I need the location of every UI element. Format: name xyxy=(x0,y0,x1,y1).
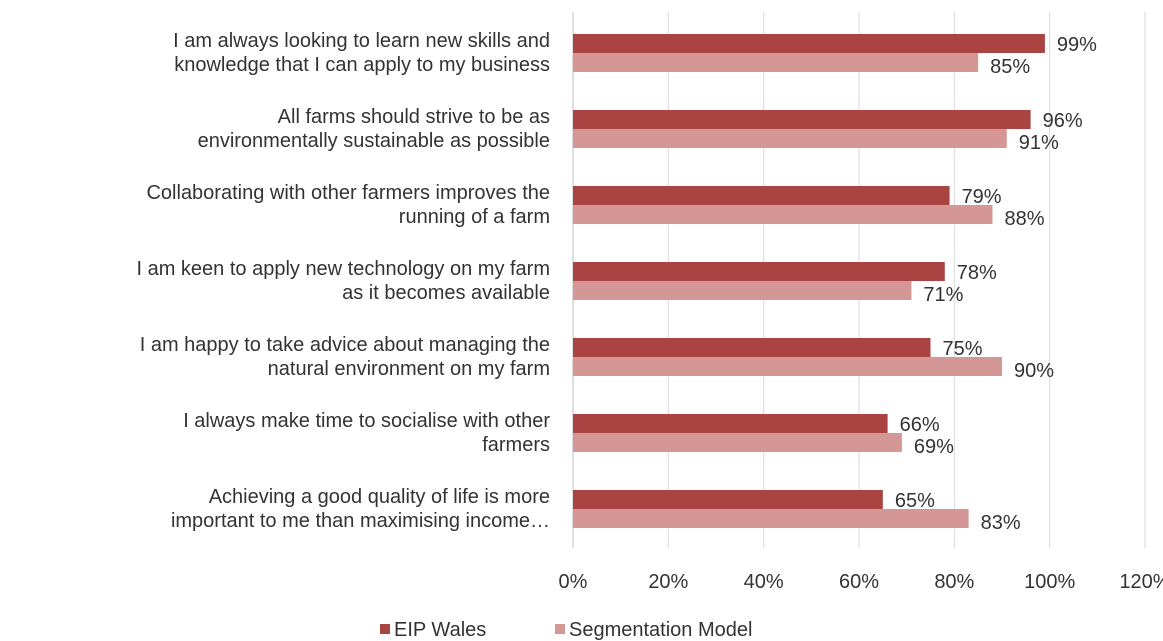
bar-eip-wales xyxy=(573,186,950,205)
bar-eip-wales xyxy=(573,262,945,281)
tick-label: 60% xyxy=(839,571,879,593)
bar-segmentation-model xyxy=(573,357,1002,376)
bar-eip-wales xyxy=(573,414,888,433)
bar-segmentation-model xyxy=(573,129,1007,148)
tick-label: 100% xyxy=(1024,571,1075,593)
bar-eip-wales xyxy=(573,490,883,509)
data-label: 69% xyxy=(914,436,954,458)
bar-segmentation-model xyxy=(573,53,979,72)
data-label: 99% xyxy=(1057,34,1097,56)
tick-label: 40% xyxy=(744,571,784,593)
data-label: 79% xyxy=(962,186,1002,208)
legend: EIP Wales Segmentation Model xyxy=(380,619,752,641)
legend-label-segmentation-model: Segmentation Model xyxy=(569,619,752,641)
category-label: I always make time to socialise with oth… xyxy=(183,410,550,456)
legend-swatch-eip-wales xyxy=(380,624,390,634)
bar-segmentation-model xyxy=(573,433,902,452)
data-label: 75% xyxy=(943,338,983,360)
tick-label: 120% xyxy=(1119,571,1163,593)
category-label: I am happy to take advice about managing… xyxy=(140,334,550,380)
data-label: 96% xyxy=(1043,110,1083,132)
bar-eip-wales xyxy=(573,34,1045,53)
bar-segmentation-model xyxy=(573,281,912,300)
value-labels: 99% 85% 96%91% 79%88% 78%71% 75% 90% 66%69% 65% 8… xyxy=(895,34,1097,534)
data-label: 85% xyxy=(990,56,1030,78)
category-label: Collaborating with other farmers improve… xyxy=(146,182,550,228)
bar-eip-wales xyxy=(573,338,931,357)
legend-label-eip-wales: EIP Wales xyxy=(394,619,486,641)
bar-eip-wales xyxy=(573,110,1031,129)
tick-label: 20% xyxy=(648,571,688,593)
data-label: 83% xyxy=(981,512,1021,534)
category-label: I am keen to apply new technology on my … xyxy=(136,258,550,304)
data-label: 88% xyxy=(1004,208,1044,230)
bar-segmentation-model xyxy=(573,205,993,224)
data-label: 90% xyxy=(1014,360,1054,382)
tick-label: 0% xyxy=(559,571,588,593)
bar-segmentation-model xyxy=(573,509,969,528)
data-label: 66% xyxy=(900,414,940,436)
data-label: 65% xyxy=(895,490,935,512)
x-axis-ticks: 0% 20% 40% 60% 80% 100% 120% xyxy=(559,571,1163,593)
category-label: Achieving a good quality of life is more… xyxy=(171,486,550,532)
data-label: 78% xyxy=(957,262,997,284)
legend-swatch-segmentation-model xyxy=(555,624,565,634)
tick-label: 80% xyxy=(934,571,974,593)
data-label: 71% xyxy=(923,284,963,306)
category-label: I am always looking to learn new skills … xyxy=(173,30,550,76)
category-label: All farms should strive to be as environm… xyxy=(198,106,550,152)
bars xyxy=(573,34,1045,528)
data-label: 91% xyxy=(1019,132,1059,154)
category-labels: I am always looking to learn new skills … xyxy=(136,30,550,532)
